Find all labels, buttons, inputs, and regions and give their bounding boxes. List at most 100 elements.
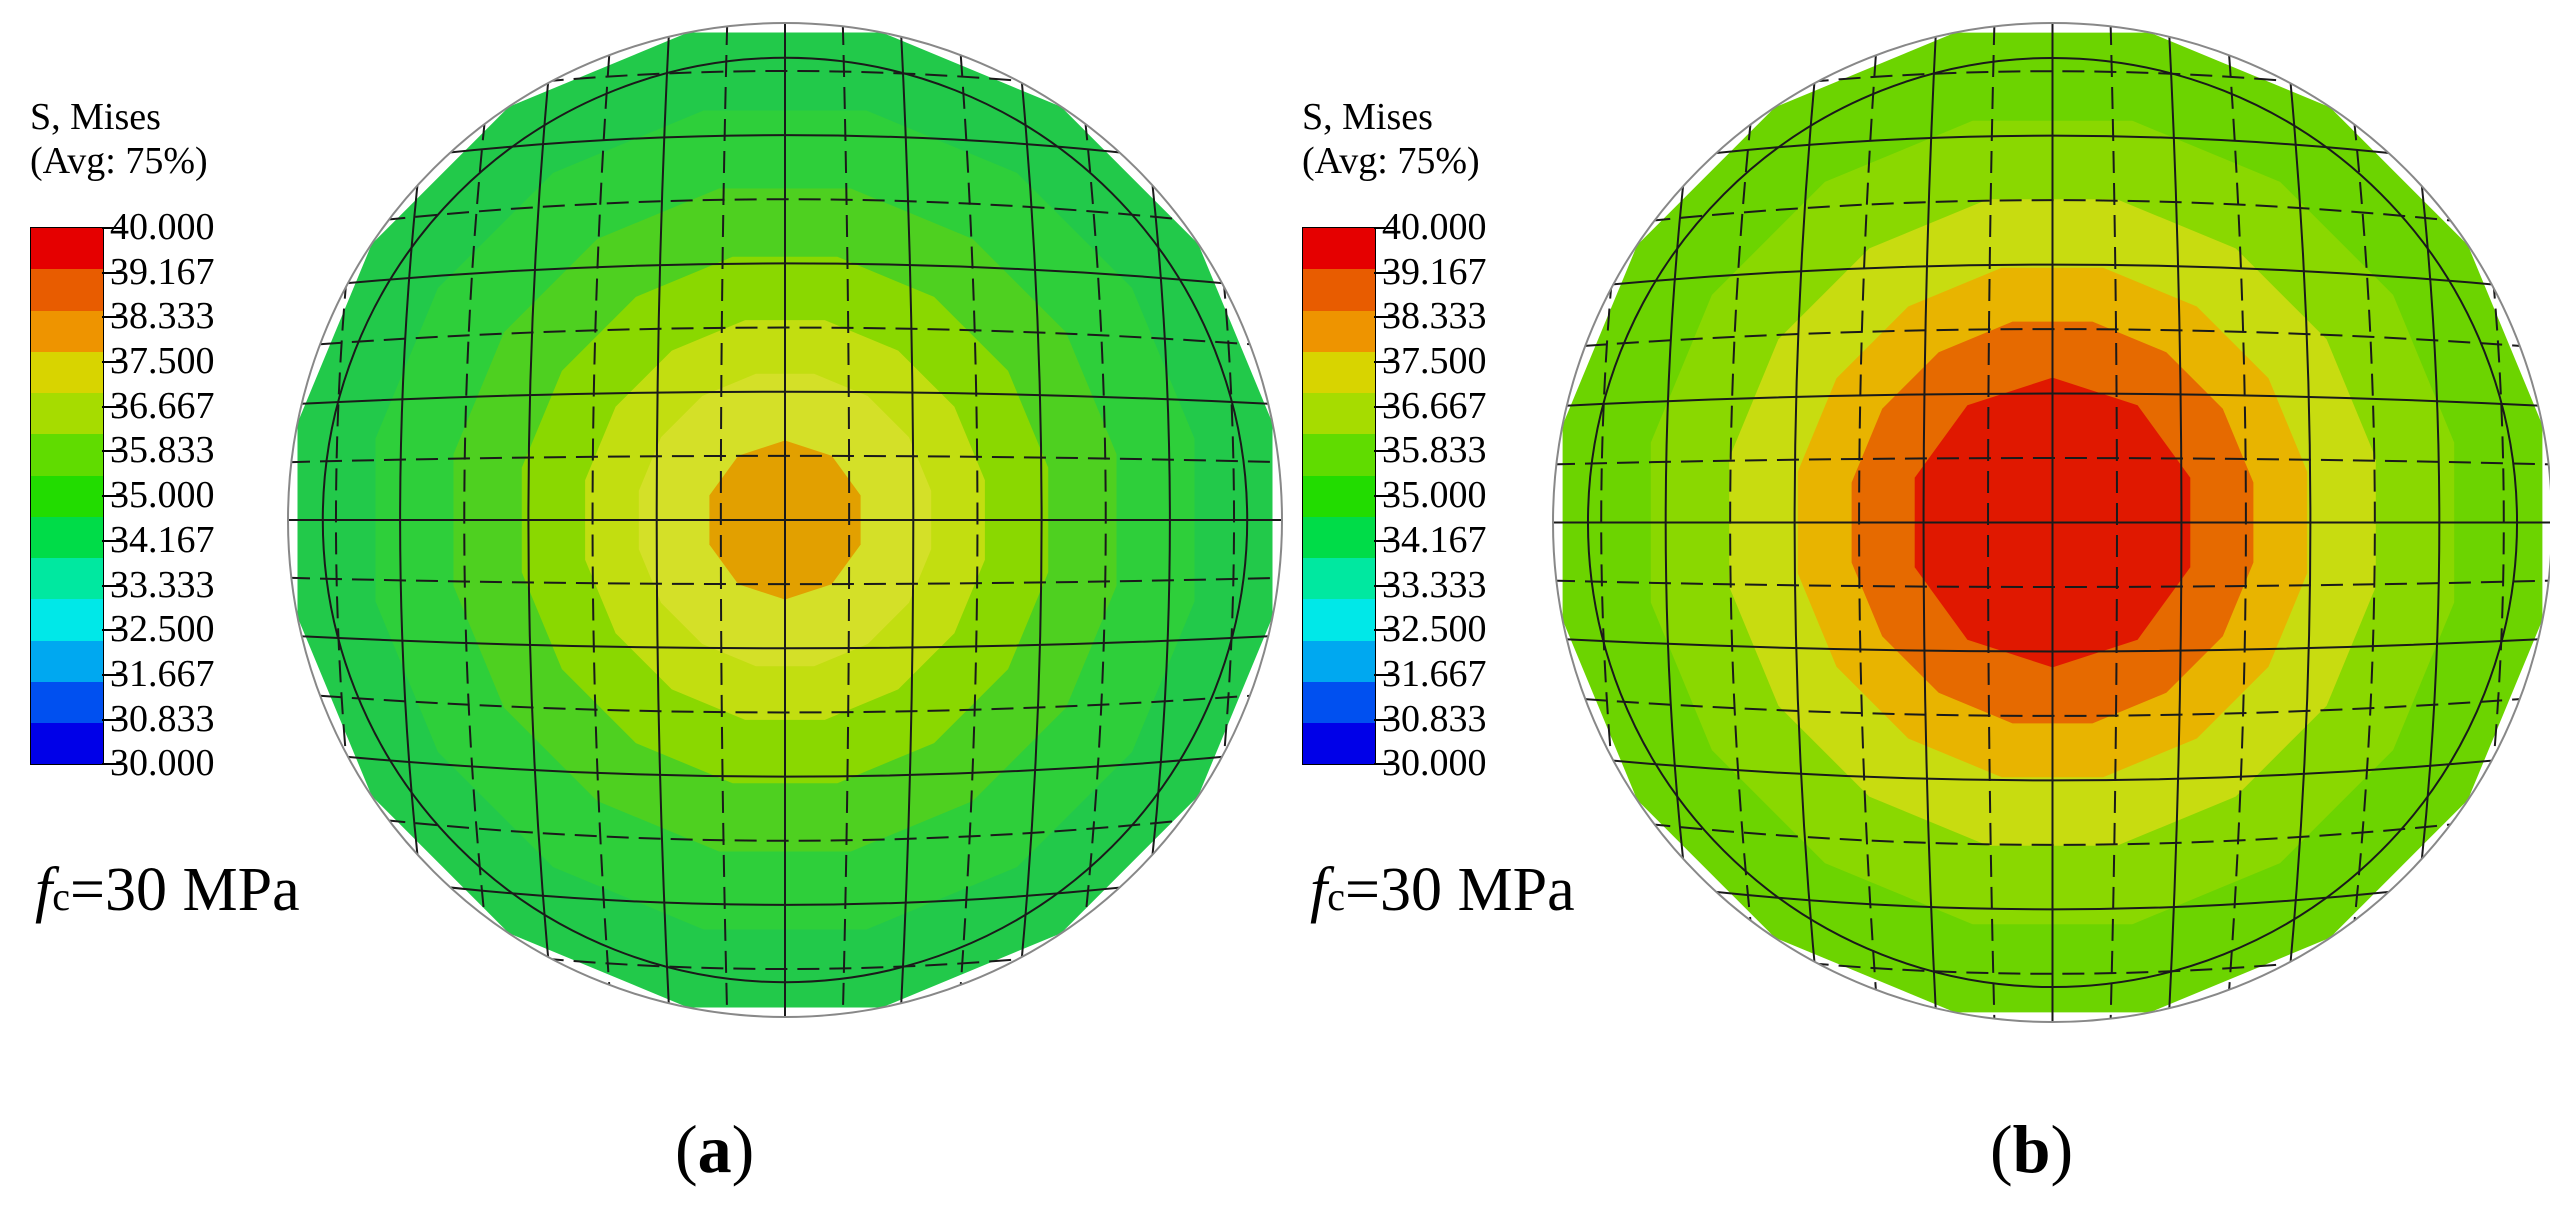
colorbar-tick [102, 227, 124, 229]
colorbar-tick-label: 30.000 [110, 742, 215, 785]
strength-note: fc=30 MPa [35, 855, 300, 926]
legend-title: S, Mises (Avg: 75%) [30, 95, 208, 183]
colorbar-tick [102, 673, 124, 676]
colorbar-tick [1374, 539, 1396, 542]
colorbar-segment [1303, 516, 1375, 558]
colorbar-tick-label: 33.333 [110, 563, 215, 606]
mesh-ring [1586, 56, 2519, 989]
colorbar-tick [1374, 763, 1396, 766]
strength-note: fc=30 MPa [1310, 855, 1575, 926]
colorbar-segment [1303, 475, 1375, 517]
colorbar-tick-label: 35.000 [1382, 474, 1487, 517]
colorbar-tick [1374, 584, 1396, 587]
colorbar-tick-label: 38.333 [110, 295, 215, 338]
colorbar-tick-label: 35.000 [110, 474, 215, 517]
colorbar-segment [1303, 640, 1375, 682]
colorbar-segment [1303, 434, 1375, 476]
colorbar-segment [31, 723, 103, 765]
colorbar-tick [102, 495, 124, 498]
colorbar-tick-label: 35.833 [110, 429, 215, 472]
colorbar-tick [1374, 450, 1396, 453]
colorbar-tick [102, 450, 124, 453]
colorbar-tick [102, 763, 124, 766]
colorbar-tick-label: 37.500 [110, 340, 215, 383]
colorbar-tick-label: 31.667 [110, 652, 215, 695]
colorbar-tick-label: 40.000 [110, 206, 215, 248]
colorbar-segment [1303, 269, 1375, 311]
colorbar-segment [31, 475, 103, 517]
colorbar-tick [102, 405, 124, 408]
colorbar-segment [31, 599, 103, 641]
legend-colorbar [1302, 227, 1376, 766]
paren-close: ) [2050, 1111, 2074, 1187]
mesh-grid [288, 23, 1282, 1017]
colorbar-tick-label: 31.667 [1382, 652, 1487, 695]
colorbar-segment [1303, 228, 1375, 270]
colorbar-tick [102, 539, 124, 542]
colorbar-tick [1374, 495, 1396, 498]
strength-subscript: c [1327, 874, 1345, 919]
paren-open: ( [1990, 1111, 2013, 1187]
colorbar-segment [1303, 310, 1375, 352]
paren-open: ( [675, 1111, 698, 1187]
colorbar-tick-label: 34.167 [1382, 518, 1487, 561]
legend-title: S, Mises (Avg: 75%) [1302, 95, 1480, 183]
colorbar-segment [31, 351, 103, 393]
colorbar-tick-label: 30.000 [1382, 742, 1487, 785]
colorbar-tick [1374, 673, 1396, 676]
stress-contour-plot [287, 22, 1283, 1018]
legend-title-line-2: (Avg: 75%) [1302, 140, 1480, 182]
panel-letter: a [697, 1111, 732, 1187]
colorbar-segment [31, 558, 103, 600]
strength-symbol: f [35, 856, 53, 924]
colorbar-segment [31, 228, 103, 270]
colorbar-tick [1374, 629, 1396, 632]
strength-value: =30 MPa [70, 856, 300, 924]
mesh-ring [321, 56, 1249, 984]
strength-subscript: c [52, 874, 70, 919]
colorbar-tick [102, 718, 124, 721]
panel-label: (b) [1990, 1110, 2073, 1189]
colorbar-segment [31, 434, 103, 476]
colorbar-tick-label: 33.333 [1382, 563, 1487, 606]
colorbar-segment [31, 269, 103, 311]
colorbar-tick-label: 40.000 [1382, 206, 1487, 248]
stress-contour-plot [1552, 22, 2550, 1023]
colorbar-tick [1374, 227, 1396, 229]
colorbar-tick [1374, 316, 1396, 319]
paren-close: ) [731, 1111, 755, 1187]
colorbar-segment [31, 681, 103, 723]
colorbar-tick-label: 37.500 [1382, 340, 1487, 383]
colorbar-tick-label: 32.500 [1382, 608, 1487, 651]
colorbar-segment [1303, 351, 1375, 393]
colorbar-tick [1374, 718, 1396, 721]
colorbar-tick-label: 35.833 [1382, 429, 1487, 472]
panel-letter: b [2012, 1111, 2051, 1187]
colorbar-tick [102, 629, 124, 632]
colorbar-tick-label: 38.333 [1382, 295, 1487, 338]
colorbar-tick [102, 316, 124, 319]
legend-title-line-1: S, Mises [30, 96, 161, 138]
strength-symbol: f [1310, 856, 1328, 924]
colorbar-tick-label: 34.167 [110, 518, 215, 561]
strength-value: =30 MPa [1345, 856, 1575, 924]
legend-colorbar [30, 227, 104, 766]
colorbar-segment [31, 393, 103, 435]
colorbar-tick-label: 32.500 [110, 608, 215, 651]
panel-a: S, Mises (Avg: 75%) 40.000 39.167 38.333 37… [30, 22, 1283, 1187]
colorbar-tick-label: 39.167 [1382, 250, 1487, 293]
colorbar-tick [1374, 405, 1396, 408]
section-outline [1552, 22, 2550, 1023]
colorbar-tick-label: 36.667 [1382, 384, 1487, 427]
colorbar-segment [1303, 681, 1375, 723]
colorbar-segment [1303, 558, 1375, 600]
colorbar-tick [102, 271, 124, 274]
colorbar-segment [31, 516, 103, 558]
section-outline [287, 22, 1283, 1018]
colorbar-segment [1303, 723, 1375, 765]
panel-b: S, Mises (Avg: 75%) 40.000 39.167 38.333 37… [1290, 0, 2550, 1219]
colorbar-segment [1303, 599, 1375, 641]
colorbar-tick-label: 30.833 [110, 697, 215, 740]
colorbar-segment [31, 640, 103, 682]
colorbar-tick-label: 36.667 [110, 384, 215, 427]
